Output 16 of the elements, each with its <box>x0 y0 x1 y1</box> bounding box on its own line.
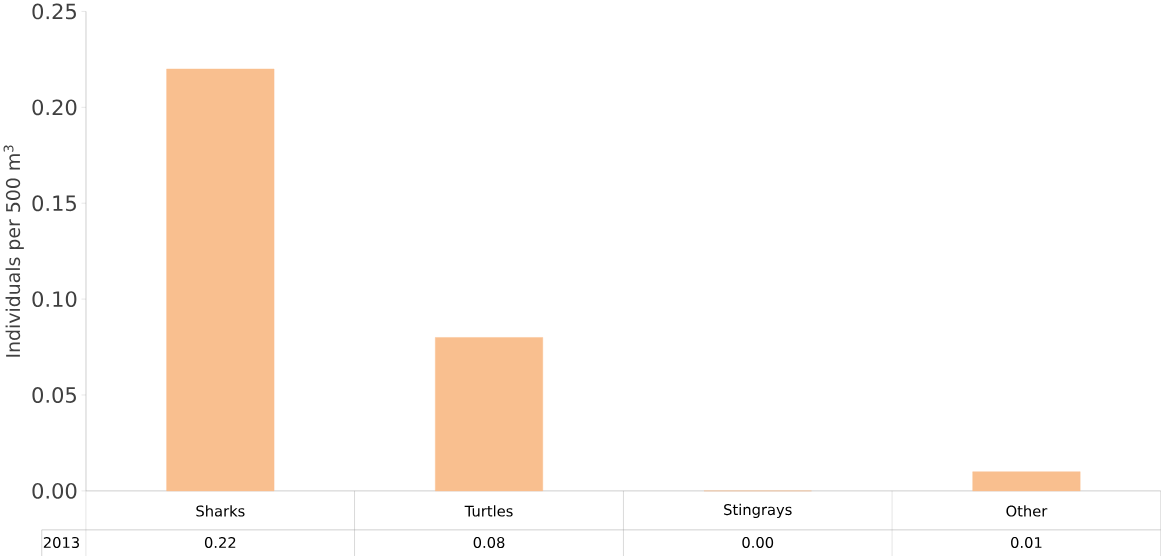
y-tick-label: 0.15 <box>32 195 76 211</box>
y-tick-label: 0.05 <box>32 386 76 403</box>
y-axis-title: Individuals per 500 m$^{3}$ <box>3 145 24 357</box>
y-tick-label: 0.10 <box>32 290 77 307</box>
data-label: 0.00 <box>742 536 774 548</box>
y-tick-label: 0.25 <box>32 3 76 20</box>
data-label: 0.08 <box>473 536 505 548</box>
x-tick-label: Turtles <box>464 505 513 517</box>
text: 2013 <box>43 536 79 548</box>
x-tick-label: Stingrays <box>724 503 792 518</box>
y-tick-label: 0.00 <box>32 482 77 499</box>
data-label: 0.22 <box>204 536 236 548</box>
x-tick-label: Other <box>1006 505 1048 517</box>
x-tick-label: Sharks <box>196 505 245 517</box>
data-label: 0.01 <box>1011 536 1042 548</box>
y-tick-label: 0.20 <box>32 99 77 116</box>
